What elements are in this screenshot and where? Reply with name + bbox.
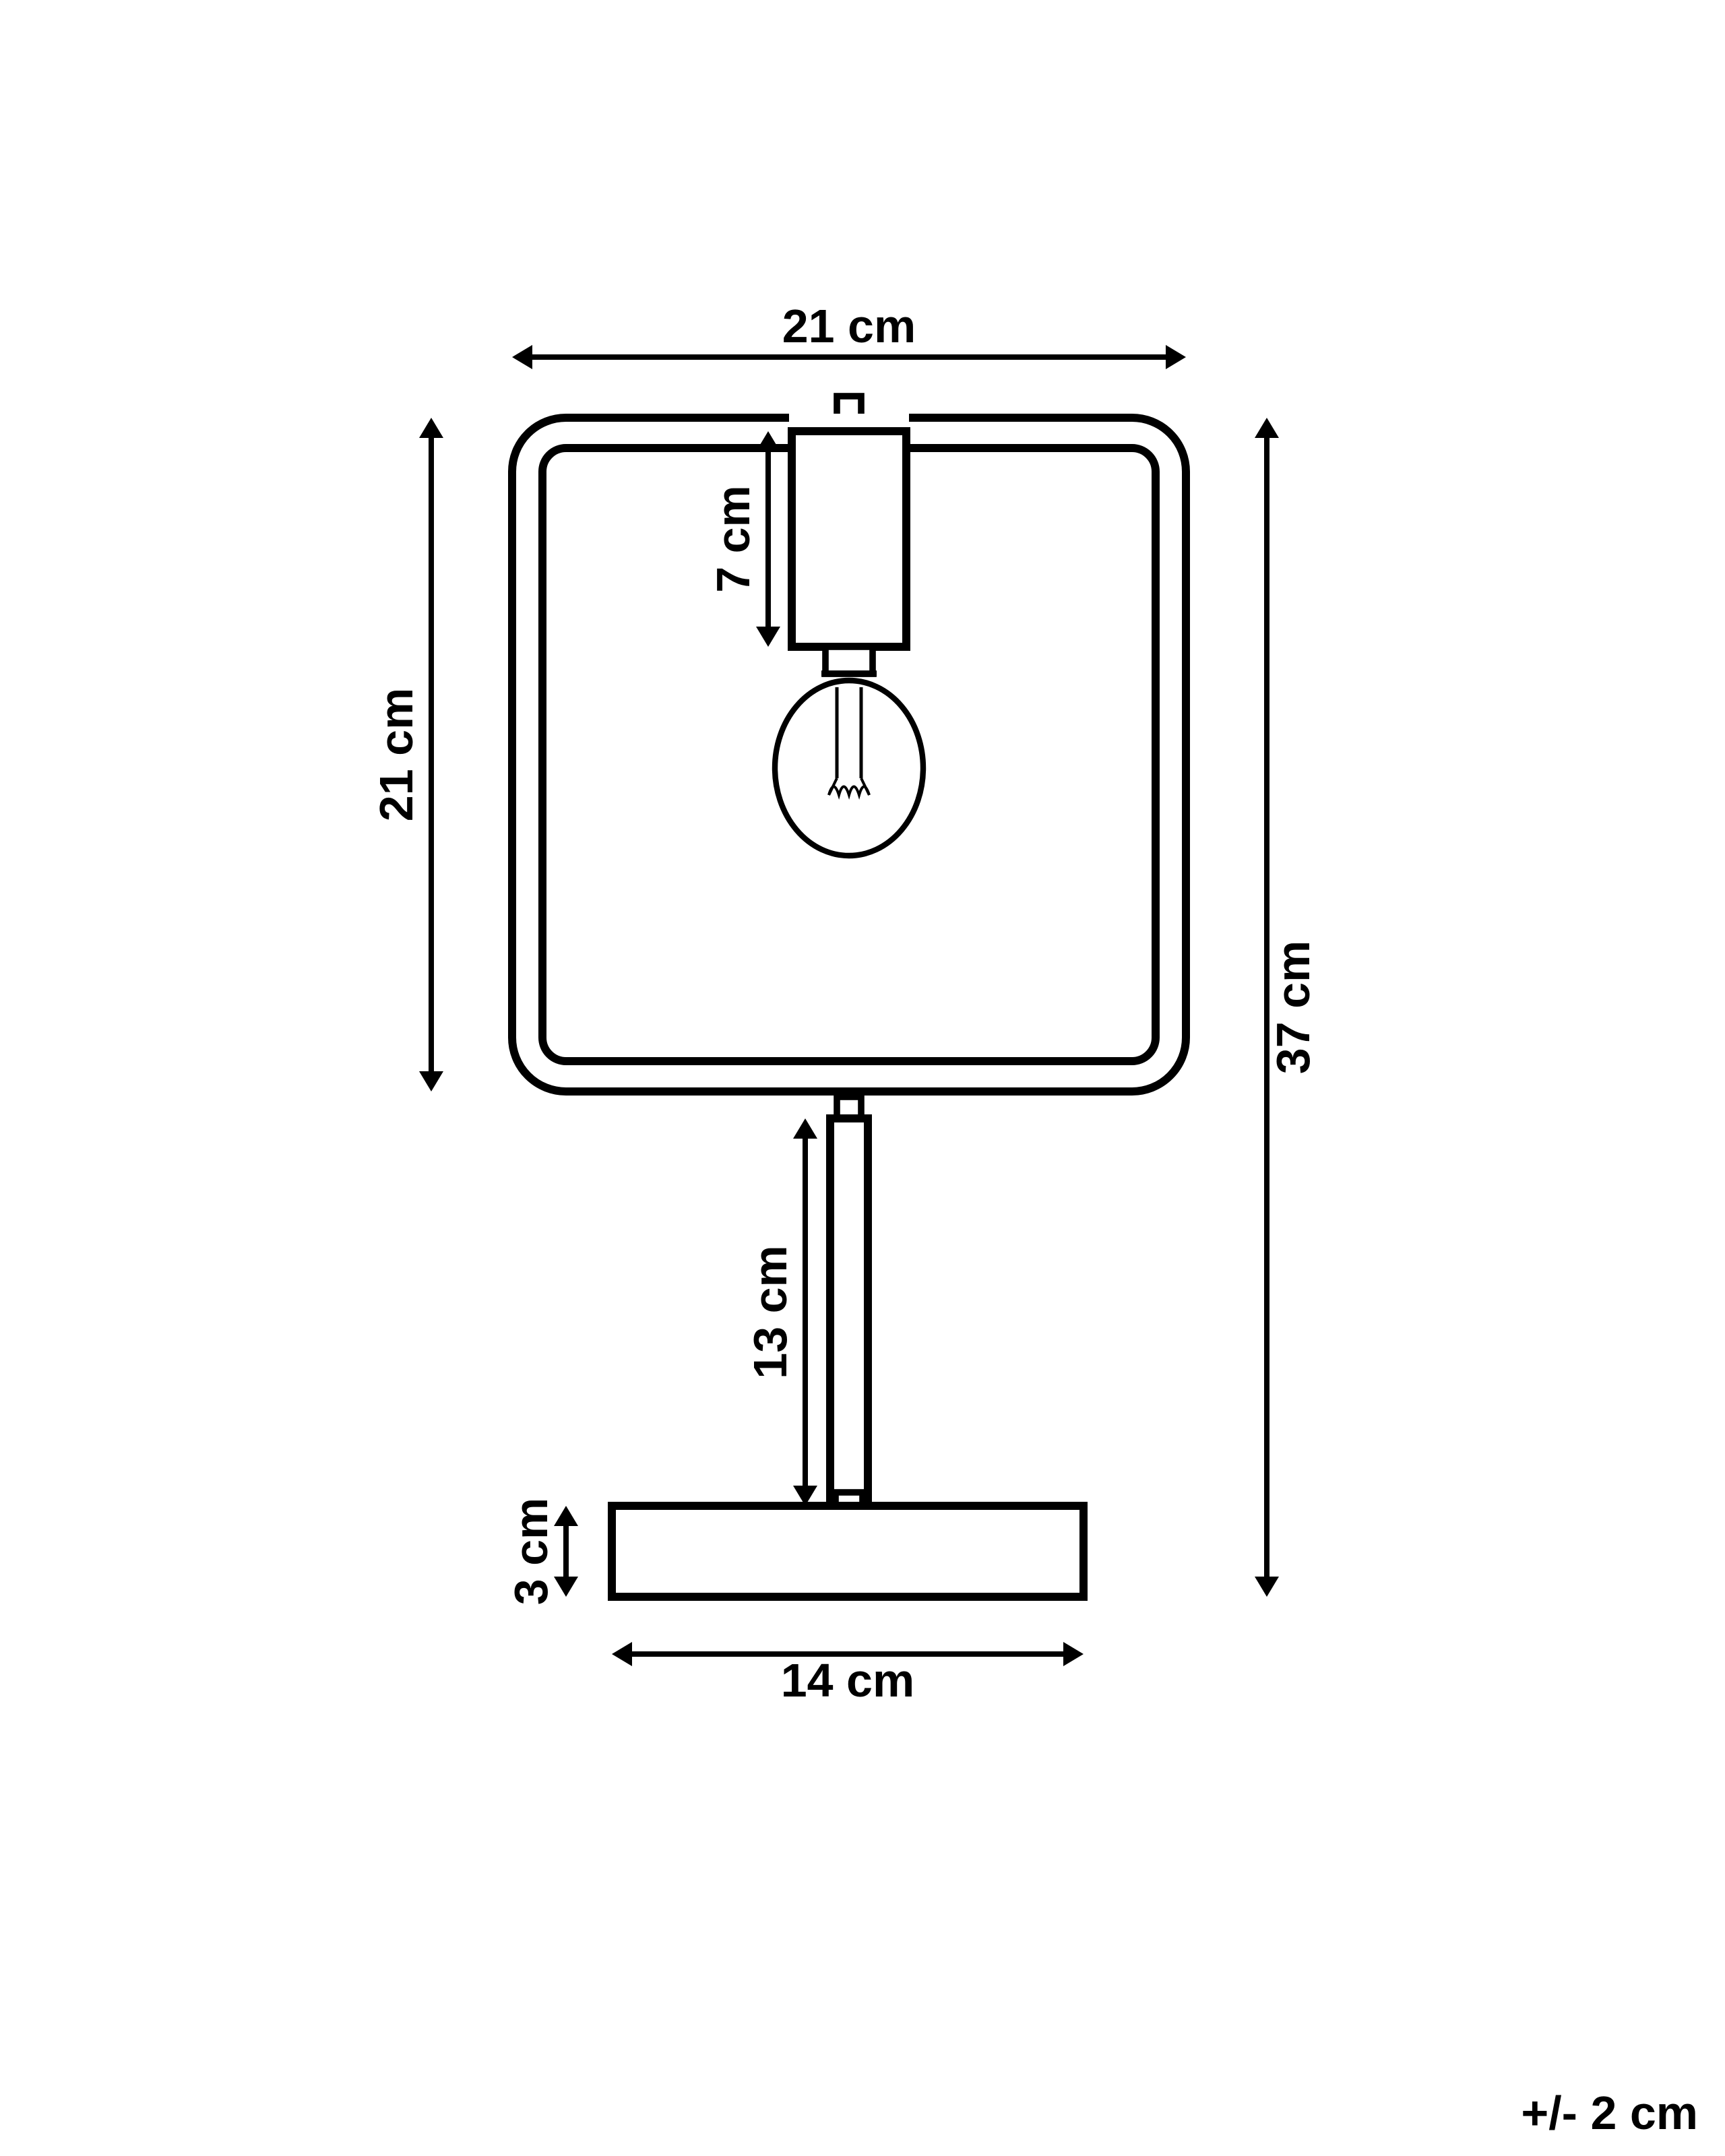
dimension-label: 21 cm — [370, 688, 422, 821]
dimension-label: 7 cm — [707, 485, 759, 593]
tolerance-note: +/- 2 cm — [1521, 2087, 1698, 2139]
dimension-label: 37 cm — [1267, 941, 1319, 1074]
dimension-label: 3 cm — [505, 1498, 557, 1606]
dimension-label: 13 cm — [744, 1245, 796, 1378]
dimension-label: 14 cm — [781, 1654, 914, 1707]
dimension-label: 21 cm — [782, 300, 916, 352]
